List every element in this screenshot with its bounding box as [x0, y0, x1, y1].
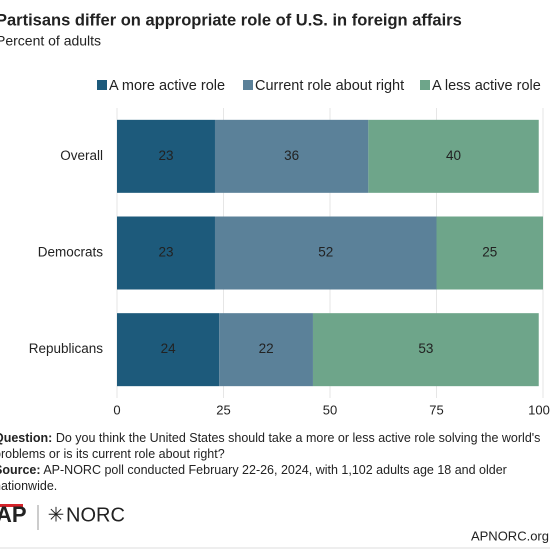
legend-swatch: [243, 80, 253, 90]
value-label: 23: [158, 245, 173, 260]
bar-segment: [368, 119, 539, 193]
bar-segment: [436, 216, 543, 290]
legend-label: A less active role: [432, 78, 541, 94]
website: APNORC.org: [471, 528, 549, 543]
question-text: Do you think the United States should ta…: [0, 431, 541, 461]
value-label: 22: [259, 341, 274, 356]
x-tick-label: 100: [528, 402, 550, 417]
chart-subtitle: Percent of adults: [0, 33, 101, 49]
value-label: 52: [318, 245, 333, 260]
value-label: 53: [418, 341, 433, 356]
question-label: Question:: [0, 431, 53, 445]
bar-segment: [214, 216, 437, 290]
bar-segment: [117, 216, 215, 290]
plot: 23 36 40 23 52 25 24 22 53: [117, 119, 543, 387]
value-label: 23: [158, 148, 173, 163]
bar-segment: [312, 313, 539, 387]
legend-label: A more active role: [109, 78, 225, 94]
value-label: 24: [161, 341, 177, 356]
norc-star: ✳: [48, 504, 65, 526]
source-text: AP-NORC poll conducted February 22-26, 2…: [0, 463, 507, 493]
x-tick-label: 50: [323, 402, 337, 417]
legend-label: Current role about right: [255, 78, 404, 94]
chart-title: Partisans differ on appropriate role of …: [0, 11, 462, 29]
category-label: Republicans: [29, 341, 104, 356]
ap-logo: AP: [0, 502, 27, 527]
category-label: Democrats: [38, 245, 104, 260]
legend-swatch: [420, 80, 430, 90]
value-label: 25: [482, 245, 497, 260]
norc-logo: NORC: [66, 504, 125, 526]
bar-segment: [219, 313, 313, 387]
x-tick-label: 0: [113, 402, 120, 417]
legend-swatch: [97, 80, 107, 90]
x-tick-label: 25: [216, 402, 230, 417]
value-label: 36: [284, 148, 299, 163]
x-tick-label: 75: [429, 402, 443, 417]
source-label: Source:: [0, 463, 41, 477]
source-note: Source: AP-NORC poll conducted February …: [0, 462, 548, 494]
value-label: 40: [446, 148, 461, 163]
category-label: Overall: [60, 148, 103, 163]
bar-segment: [214, 119, 369, 193]
bar-segment: [117, 313, 220, 387]
ap-underline: [0, 504, 23, 507]
bar-segment: [117, 119, 215, 193]
question-note: Question: Do you think the United States…: [0, 430, 548, 462]
